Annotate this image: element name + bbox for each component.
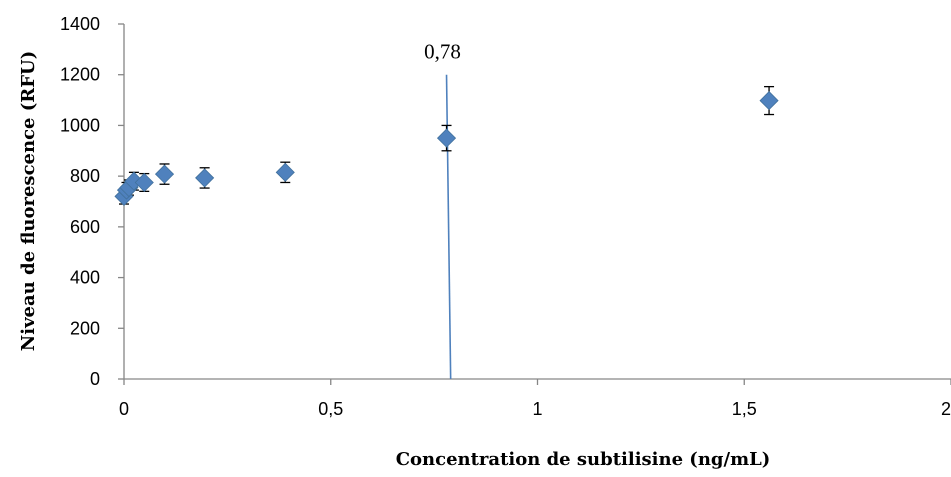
y-ticks: 0 200 400 600 800 1000 1200 1400 [60, 14, 124, 389]
y-tick-label: 1200 [60, 65, 100, 85]
data-points [114, 91, 779, 206]
x-tick-label: 1,5 [732, 399, 757, 419]
data-point [134, 172, 154, 193]
axes [123, 24, 951, 380]
data-point [195, 168, 215, 188]
y-tick-label: 1000 [60, 115, 100, 135]
y-tick-label: 600 [70, 217, 100, 237]
annotation-line [445, 74, 452, 380]
x-tick-label: 2 [941, 399, 951, 419]
y-tick-label: 200 [70, 318, 100, 338]
data-point [759, 91, 779, 111]
y-tick-label: 0 [90, 369, 100, 389]
y-axis-title: Niveau de fluorescence (RFU) [18, 51, 39, 351]
annotation-label: 0,78 [424, 40, 461, 64]
data-point [154, 164, 175, 184]
y-tick-label: 400 [70, 268, 100, 288]
y-tick-label: 800 [70, 166, 100, 186]
x-ticks: 0 0,5 1 1,5 2 [119, 379, 951, 419]
x-tick-label: 0 [119, 399, 129, 419]
y-tick-label: 1400 [60, 14, 100, 34]
data-point [436, 128, 457, 148]
annotation: 0,78 [424, 40, 461, 380]
x-axis-title: Concentration de subtilisine (ng/mL) [396, 449, 771, 470]
x-tick-label: 0,5 [318, 399, 343, 419]
x-tick-label: 1 [532, 399, 542, 419]
data-point [275, 162, 295, 182]
